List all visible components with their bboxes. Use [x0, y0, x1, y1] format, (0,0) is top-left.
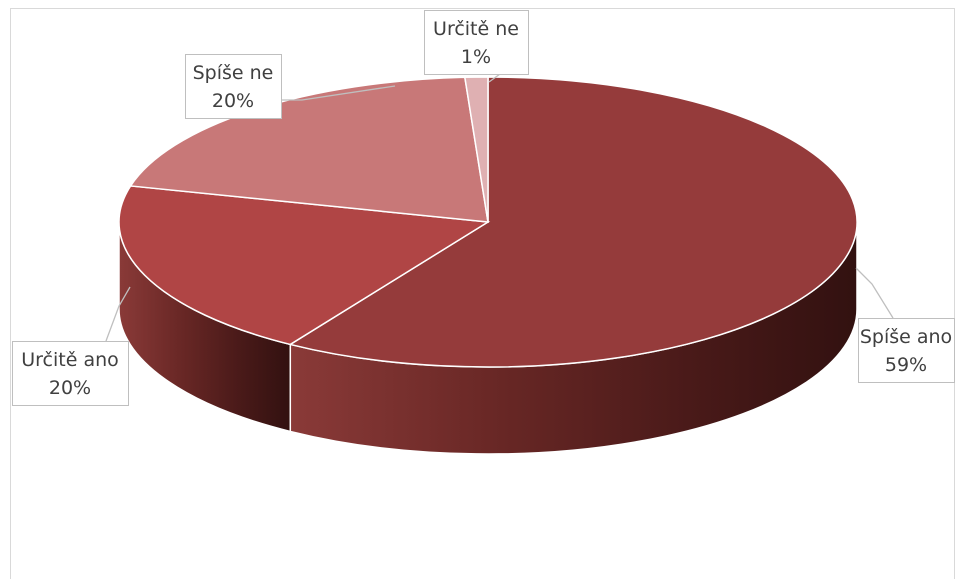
data-label-percent-0: 59%: [885, 354, 927, 376]
leader-line-1: [105, 286, 131, 342]
data-label-percent-1: 20%: [49, 377, 91, 399]
leader-line-2: [281, 85, 396, 101]
pie-slice-0: [288, 76, 858, 368]
data-label-category-1: Určitě ano: [21, 349, 119, 371]
pie-slice-3: [463, 76, 489, 223]
data-label-percent-2: 20%: [212, 90, 254, 112]
data-label-box-2: [185, 54, 282, 119]
data-label-category-3: Určitě ne: [433, 18, 519, 40]
data-label-percent-3: 1%: [461, 46, 491, 68]
leader-line-0: [855, 267, 894, 319]
pie-slice-1: [118, 185, 491, 346]
data-label-box-3: [424, 10, 529, 75]
data-label-box-1: [12, 341, 129, 406]
data-label-category-0: Spíše ano: [860, 326, 952, 348]
data-label-category-2: Spíše ne: [193, 62, 274, 84]
